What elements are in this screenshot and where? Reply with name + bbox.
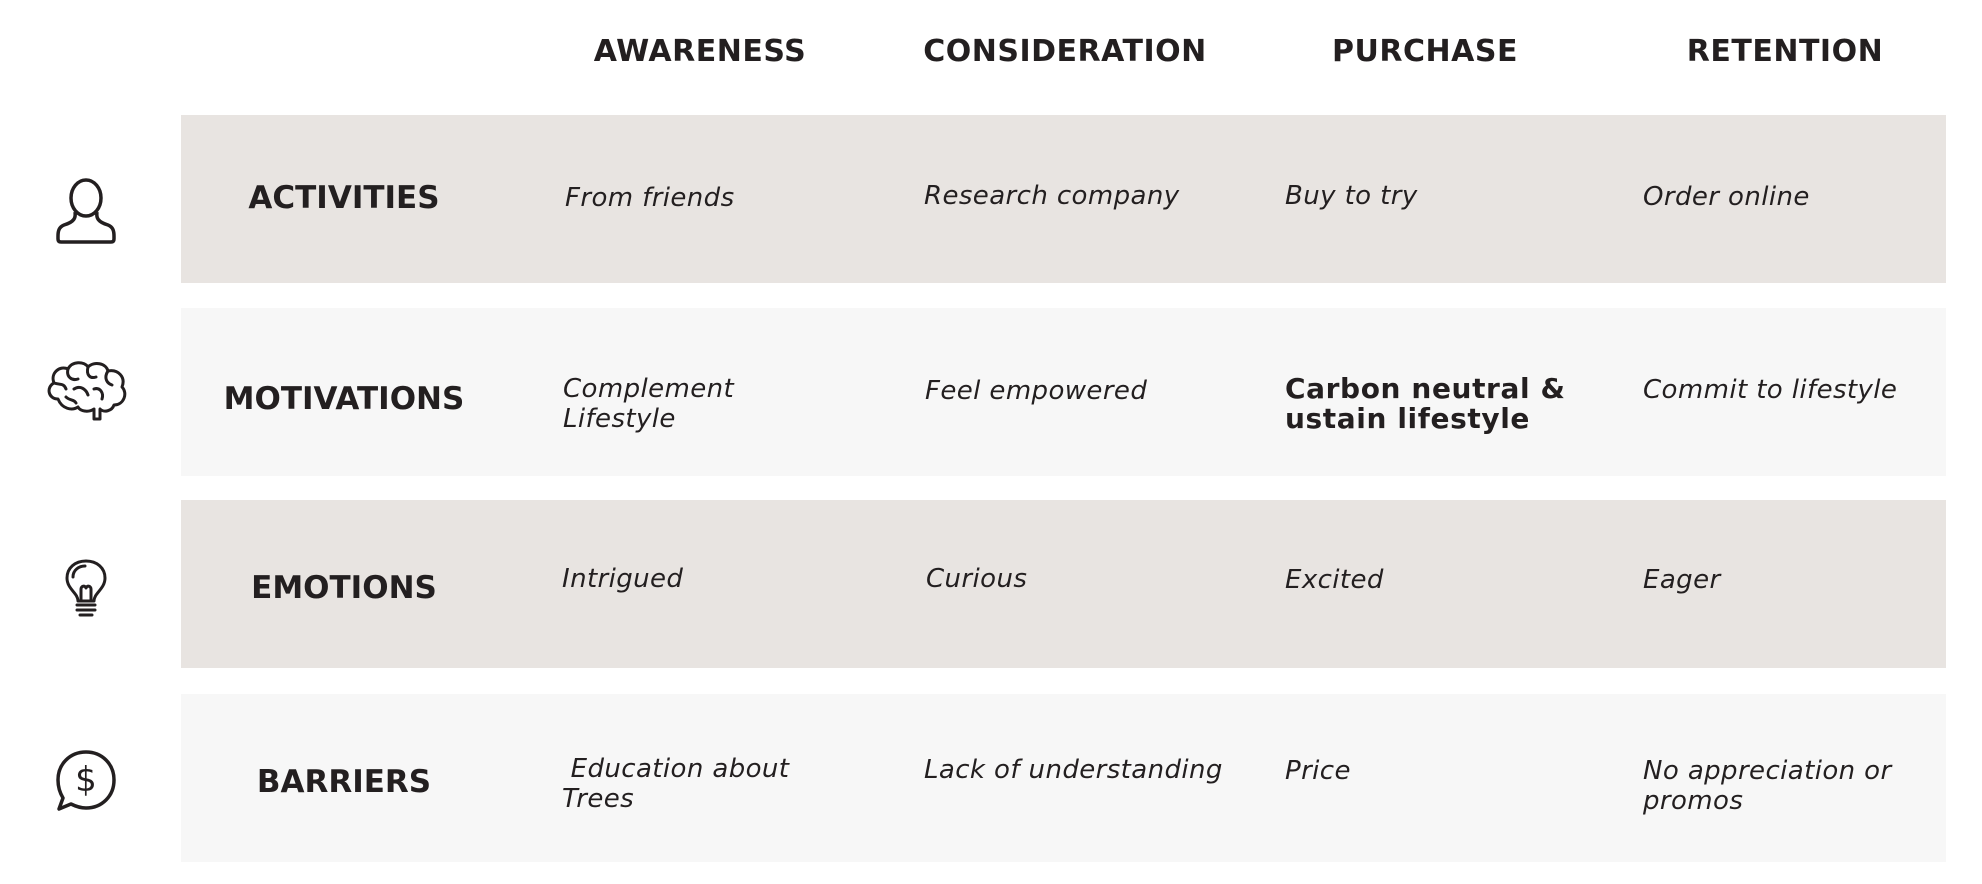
column-header-purchase: PURCHASE — [1332, 34, 1518, 69]
cell-emotions-purchase: Excited — [1285, 565, 1384, 595]
person-icon — [40, 165, 132, 257]
column-header-consideration: CONSIDERATION — [923, 34, 1207, 69]
row-label-motivations: MOTIVATIONS — [223, 381, 465, 417]
cell-barriers-retention: No appreciation or promos — [1643, 756, 1892, 816]
cell-emotions-consideration: Curious — [926, 564, 1028, 594]
lightbulb-icon — [40, 544, 132, 636]
cell-motivations-retention: Commit to lifestyle — [1643, 375, 1898, 405]
cell-emotions-retention: Eager — [1643, 565, 1721, 595]
cell-motivations-awareness: Complement Lifestyle — [563, 374, 735, 434]
cell-activities-awareness: From friends — [565, 183, 735, 213]
row-band-activities — [181, 115, 1946, 283]
dollar-speech-bubble-icon: $ — [40, 735, 132, 827]
column-header-awareness: AWARENESS — [593, 34, 807, 69]
brain-icon — [40, 345, 132, 437]
row-band-emotions — [181, 500, 1946, 668]
cell-activities-purchase: Buy to try — [1285, 181, 1418, 211]
cell-motivations-consideration: Feel empowered — [925, 376, 1148, 406]
cell-barriers-awareness: Education about Trees — [562, 754, 790, 814]
cell-barriers-consideration: Lack of understanding — [924, 755, 1223, 785]
row-band-barriers — [181, 694, 1946, 862]
cell-activities-consideration: Research company — [924, 181, 1180, 211]
svg-text:$: $ — [75, 760, 97, 800]
row-label-activities: ACTIVITIES — [248, 180, 440, 216]
cell-barriers-purchase: Price — [1285, 756, 1351, 786]
column-header-retention: RETENTION — [1686, 34, 1884, 69]
cell-emotions-awareness: Intrigued — [562, 564, 684, 594]
cell-motivations-purchase: Carbon neutral & ustain lifestyle — [1285, 372, 1566, 435]
row-label-emotions: EMOTIONS — [251, 570, 437, 606]
row-band-motivations — [181, 308, 1946, 476]
cell-activities-retention: Order online — [1643, 182, 1810, 212]
row-label-barriers: BARRIERS — [256, 764, 432, 800]
